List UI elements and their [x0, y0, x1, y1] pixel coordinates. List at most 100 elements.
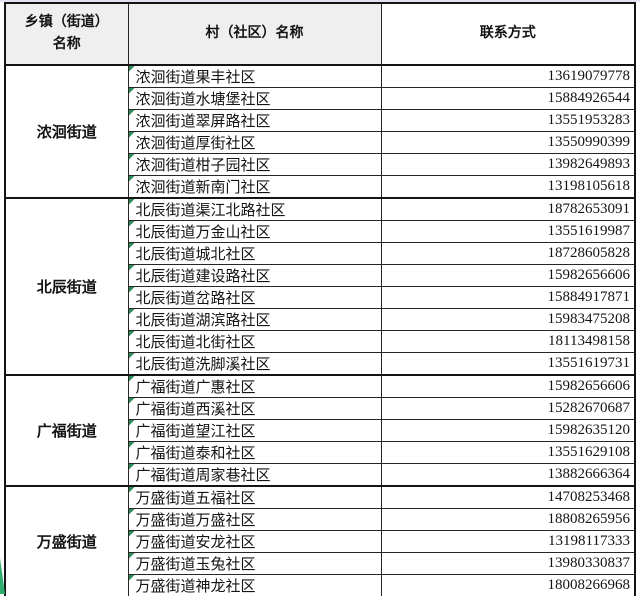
village-cell[interactable]: 广福街道广惠社区: [127, 374, 382, 398]
error-indicator-icon: [129, 287, 135, 293]
village-cell[interactable]: 北辰街道城北社区: [127, 242, 382, 265]
error-indicator-icon: [129, 553, 135, 559]
table-row: 广福街道泰和社区 13551629108: [5, 441, 636, 464]
village-name: 广福街道望江社区: [135, 424, 256, 440]
phone-cell[interactable]: 18728605828: [380, 242, 636, 265]
error-indicator-icon: [129, 376, 135, 382]
village-cell[interactable]: 浓洄街道柑子园社区: [127, 153, 382, 176]
table-row: 万盛街道玉兔社区 13980330837: [5, 552, 636, 575]
village-cell[interactable]: 广福街道望江社区: [127, 419, 382, 442]
village-name: 浓洄街道水塘堡社区: [135, 92, 271, 108]
error-indicator-icon: [129, 199, 135, 205]
phone-cell[interactable]: 13198105618: [380, 175, 636, 199]
contact-table: 乡镇（街道） 名称 村（社区）名称 联系方式 浓洄街道 浓洄街道果丰社区 13619…: [4, 2, 636, 596]
village-name: 万盛街道五福社区: [135, 491, 256, 507]
village-name: 广福街道广惠社区: [135, 380, 256, 396]
village-cell[interactable]: 浓洄街道厚街社区: [127, 131, 382, 154]
village-cell[interactable]: 浓洄街道翠屏路社区: [127, 109, 382, 132]
village-name: 万盛街道安龙社区: [135, 535, 256, 551]
village-name: 北辰街道建设路社区: [135, 269, 271, 285]
village-name: 北辰街道洗脚溪社区: [135, 357, 271, 373]
village-cell[interactable]: 万盛街道玉兔社区: [127, 552, 382, 575]
village-cell[interactable]: 浓洄街道果丰社区: [127, 64, 382, 88]
village-cell[interactable]: 北辰街道北街社区: [127, 330, 382, 353]
error-indicator-icon: [129, 442, 135, 448]
town-cell[interactable]: 万盛街道: [4, 485, 129, 596]
phone-cell[interactable]: 13882666364: [380, 463, 636, 487]
village-cell[interactable]: 万盛街道神龙社区: [127, 574, 382, 596]
phone-cell[interactable]: 15982656606: [380, 264, 636, 287]
village-cell[interactable]: 广福街道西溪社区: [127, 397, 382, 420]
phone-cell[interactable]: 13551619987: [380, 220, 636, 243]
town-cell[interactable]: 浓洄街道: [4, 64, 129, 199]
header-village-name[interactable]: 村（社区）名称: [127, 2, 382, 66]
village-cell[interactable]: 万盛街道安龙社区: [127, 530, 382, 553]
phone-cell[interactable]: 13982649893: [380, 153, 636, 176]
village-cell[interactable]: 广福街道泰和社区: [127, 441, 382, 464]
phone-cell[interactable]: 18113498158: [380, 330, 636, 353]
phone-cell[interactable]: 13619079778: [380, 64, 636, 88]
village-cell[interactable]: 北辰街道岔路社区: [127, 286, 382, 309]
phone-cell[interactable]: 13980330837: [380, 552, 636, 575]
phone-cell[interactable]: 13551953283: [380, 109, 636, 132]
village-cell[interactable]: 浓洄街道新南门社区: [127, 175, 382, 199]
village-name: 浓洄街道柑子园社区: [135, 158, 271, 174]
error-indicator-icon: [129, 398, 135, 404]
village-name: 广福街道周家巷社区: [135, 468, 271, 484]
error-indicator-icon: [129, 331, 135, 337]
village-cell[interactable]: 北辰街道渠江北路社区: [127, 197, 382, 221]
header-contact[interactable]: 联系方式: [380, 2, 636, 66]
town-cell[interactable]: 北辰街道: [4, 197, 129, 376]
error-indicator-icon: [129, 353, 135, 359]
error-indicator-icon: [129, 420, 135, 426]
error-indicator-icon: [129, 309, 135, 315]
phone-cell[interactable]: 15884917871: [380, 286, 636, 309]
village-name: 北辰街道岔路社区: [135, 291, 256, 307]
error-indicator-icon: [129, 221, 135, 227]
error-indicator-icon: [129, 110, 135, 116]
village-cell[interactable]: 万盛街道五福社区: [127, 485, 382, 509]
error-indicator-icon: [129, 265, 135, 271]
village-cell[interactable]: 北辰街道建设路社区: [127, 264, 382, 287]
village-cell[interactable]: 北辰街道洗脚溪社区: [127, 352, 382, 376]
error-indicator-icon: [129, 487, 135, 493]
phone-cell[interactable]: 18782653091: [380, 197, 636, 221]
town-cell[interactable]: 广福街道: [4, 374, 129, 487]
village-name: 北辰街道城北社区: [135, 247, 256, 263]
village-cell[interactable]: 北辰街道湖滨路社区: [127, 308, 382, 331]
error-indicator-icon: [129, 464, 135, 470]
table-row: 北辰街道 北辰街道渠江北路社区 18782653091: [4, 197, 636, 376]
phone-cell[interactable]: 13198117333: [380, 530, 636, 553]
error-indicator-icon: [129, 575, 135, 581]
village-name: 浓洄街道翠屏路社区: [135, 114, 271, 130]
table-header: 乡镇（街道） 名称 村（社区）名称 联系方式: [4, 2, 636, 66]
phone-cell[interactable]: 14708253468: [380, 485, 636, 509]
phone-cell[interactable]: 15982635120: [380, 419, 636, 442]
village-name: 北辰街道北街社区: [135, 335, 256, 351]
phone-cell[interactable]: 18808265956: [380, 508, 636, 531]
table-row: 万盛街道安龙社区 13198117333: [5, 530, 636, 553]
phone-cell[interactable]: 15983475208: [380, 308, 636, 331]
table-row: 浓洄街道水塘堡社区 15884926544: [5, 87, 636, 110]
table-row: 北辰街道北街社区 18113498158: [5, 330, 636, 353]
phone-cell[interactable]: 13550990399: [380, 131, 636, 154]
table-row: 北辰街道建设路社区 15982656606: [5, 264, 636, 287]
phone-cell[interactable]: 13551629108: [380, 441, 636, 464]
village-cell[interactable]: 北辰街道万金山社区: [127, 220, 382, 243]
phone-cell[interactable]: 13551619731: [380, 352, 636, 376]
village-name: 北辰街道湖滨路社区: [135, 313, 271, 329]
table-body: 浓洄街道 浓洄街道果丰社区 13619079778 浓洄街道水塘堡社区 15884926…: [4, 64, 636, 596]
phone-cell[interactable]: 15982656606: [380, 374, 636, 398]
village-name: 万盛街道万盛社区: [135, 513, 256, 529]
error-indicator-icon: [129, 88, 135, 94]
village-cell[interactable]: 万盛街道万盛社区: [127, 508, 382, 531]
header-town-name[interactable]: 乡镇（街道） 名称: [4, 2, 129, 66]
village-cell[interactable]: 浓洄街道水塘堡社区: [127, 87, 382, 110]
phone-cell[interactable]: 15884926544: [380, 87, 636, 110]
phone-cell[interactable]: 18008266968: [380, 574, 636, 596]
table-row: 浓洄街道柑子园社区 13982649893: [5, 153, 636, 176]
village-name: 万盛街道神龙社区: [135, 579, 256, 595]
phone-cell[interactable]: 15282670687: [380, 397, 636, 420]
village-cell[interactable]: 广福街道周家巷社区: [127, 463, 382, 487]
village-name: 浓洄街道厚街社区: [135, 136, 256, 152]
